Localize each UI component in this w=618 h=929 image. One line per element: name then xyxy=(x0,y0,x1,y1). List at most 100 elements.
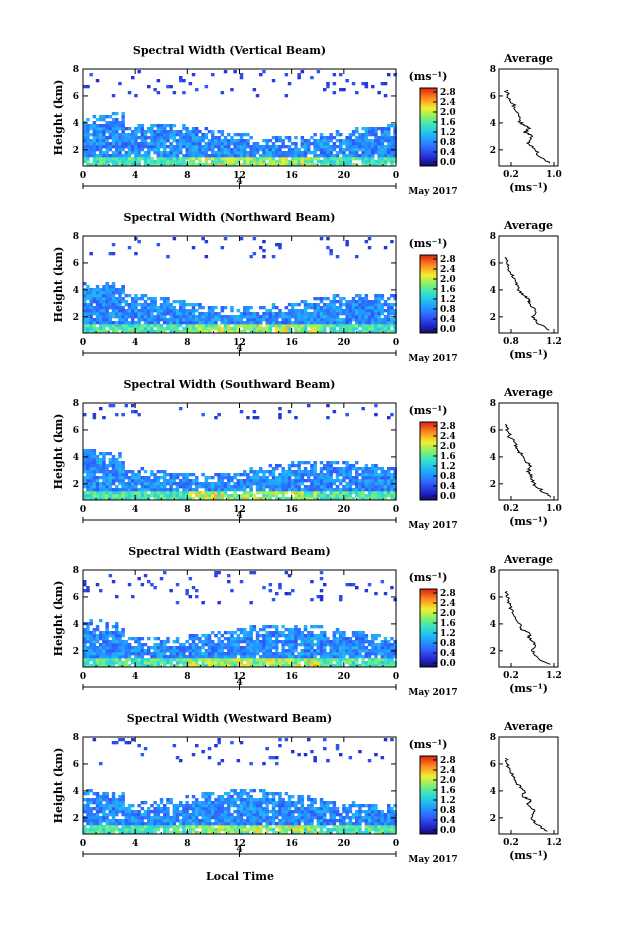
heatmap-cell xyxy=(236,479,241,483)
heatmap-cell xyxy=(105,148,109,152)
heatmap-cell xyxy=(217,497,221,501)
heatmap-cell xyxy=(89,124,93,128)
heatmap-cell xyxy=(294,321,298,325)
heatmap-cell xyxy=(223,145,228,149)
heatmap-cell xyxy=(105,488,109,492)
heatmap-cell xyxy=(188,652,193,656)
heatmap-cell xyxy=(294,476,298,480)
heatmap-cell xyxy=(86,133,90,137)
heatmap-cell xyxy=(358,294,362,298)
heatmap-cell xyxy=(175,756,180,760)
heatmap-cell xyxy=(137,470,141,474)
heatmap-cell xyxy=(383,324,388,328)
heatmap-cell xyxy=(262,255,266,259)
heatmap-cell xyxy=(137,577,141,581)
x-tick-label: 4 xyxy=(132,505,138,515)
heatmap-cell xyxy=(143,139,148,143)
heatmap-cell xyxy=(95,810,100,814)
heatmap-cell xyxy=(348,473,353,477)
heatmap-cell xyxy=(179,303,183,307)
heatmap-cell xyxy=(323,139,327,143)
heatmap-cell xyxy=(319,637,324,641)
heatmap-cell xyxy=(217,491,221,495)
heatmap-cell xyxy=(211,491,215,495)
heatmap-cell xyxy=(134,646,138,650)
heatmap-cell xyxy=(95,649,100,653)
heatmap-cell xyxy=(115,825,119,829)
heatmap-cell xyxy=(387,139,391,143)
heatmap-cell xyxy=(86,139,90,143)
heatmap-cell xyxy=(169,664,173,668)
heatmap-cell xyxy=(204,127,209,131)
heatmap-cell xyxy=(329,315,333,319)
heatmap-cell xyxy=(201,640,205,644)
heatmap-cell xyxy=(326,652,330,656)
heatmap-cell xyxy=(239,655,244,659)
heatmap-cell xyxy=(102,452,106,456)
heatmap-cell xyxy=(348,661,353,665)
heatmap-cell xyxy=(121,324,125,328)
heatmap-cell xyxy=(249,306,253,310)
heatmap-cell xyxy=(364,297,369,301)
heatmap-cell xyxy=(115,413,119,417)
heatmap-cell xyxy=(111,816,116,820)
heatmap-cell xyxy=(95,288,100,292)
heatmap-cell xyxy=(313,297,317,301)
y-tick-label: 6 xyxy=(73,259,79,269)
profile-x-tick-label: 1.2 xyxy=(546,337,562,347)
heatmap-cell xyxy=(102,309,106,313)
heatmap-cell xyxy=(230,318,234,322)
heatmap-cell xyxy=(227,497,231,501)
heatmap-cell xyxy=(105,470,109,474)
heatmap-cell xyxy=(175,145,180,149)
heatmap-cell xyxy=(207,315,212,319)
heatmap-cell xyxy=(108,148,113,152)
heatmap-cell xyxy=(319,497,324,501)
heatmap-cell xyxy=(271,494,276,498)
heatmap-cell xyxy=(358,303,362,307)
heatmap-cell xyxy=(105,831,109,835)
heatmap-cell xyxy=(329,300,333,304)
heatmap-cell xyxy=(287,652,292,656)
y-axis-label: Height (km) xyxy=(52,414,65,490)
heatmap-cell xyxy=(137,637,141,641)
heatmap-cell xyxy=(92,494,97,498)
heatmap-cell xyxy=(284,136,289,140)
heatmap-cell xyxy=(95,464,100,468)
heatmap-cell xyxy=(118,324,122,328)
heatmap-cell xyxy=(143,831,148,835)
heatmap-cell xyxy=(281,473,285,477)
heatmap-cell xyxy=(211,136,215,140)
heatmap-cell xyxy=(284,652,289,656)
heatmap-cell xyxy=(255,485,260,489)
heatmap-cell xyxy=(214,416,218,420)
heatmap-cell xyxy=(188,485,193,489)
heatmap-cell xyxy=(179,79,183,83)
heatmap-cell xyxy=(175,148,180,152)
heatmap-cell xyxy=(262,315,266,319)
colorbar-tick-label: 0.4 xyxy=(440,649,456,659)
heatmap-cell xyxy=(140,127,145,131)
heatmap-cell xyxy=(147,330,151,334)
heatmap-cell xyxy=(335,467,340,471)
heatmap-cell xyxy=(345,488,349,492)
heatmap-cell xyxy=(358,157,362,161)
heatmap-cell xyxy=(326,142,330,146)
heatmap-cell xyxy=(281,640,285,644)
heatmap-cell xyxy=(371,127,375,131)
heatmap-cell xyxy=(111,819,116,823)
heatmap-cell xyxy=(364,127,369,131)
heatmap-cell xyxy=(156,810,161,814)
heatmap-cell xyxy=(163,327,167,331)
heatmap-cell xyxy=(156,804,161,808)
heatmap-cell xyxy=(121,464,125,468)
heatmap-cell xyxy=(159,145,164,149)
heatmap-cell xyxy=(307,315,311,319)
heatmap-cell xyxy=(361,300,365,304)
heatmap-cell xyxy=(153,160,157,164)
heatmap-cell xyxy=(95,124,100,128)
heatmap-cell xyxy=(371,649,375,653)
heatmap-cell xyxy=(361,631,365,635)
heatmap-cell xyxy=(111,801,116,805)
heatmap-cell xyxy=(127,822,132,826)
